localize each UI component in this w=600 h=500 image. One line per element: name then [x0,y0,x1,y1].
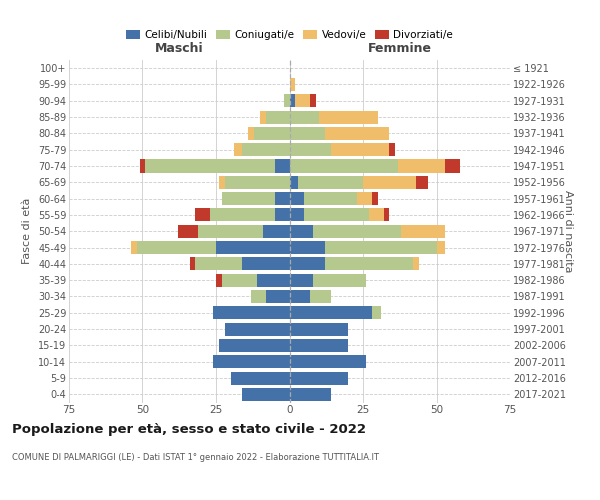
Bar [389,143,395,156]
Bar [219,339,290,352]
Bar [295,94,310,108]
Bar [304,208,369,222]
Bar [313,224,401,238]
Bar [290,143,331,156]
Text: Femmine: Femmine [368,42,432,55]
Bar [290,258,325,270]
Bar [290,274,313,286]
Bar [178,224,199,238]
Bar [290,127,325,140]
Bar [290,192,304,205]
Bar [233,143,242,156]
Bar [248,127,254,140]
Bar [325,258,413,270]
Bar [372,306,380,320]
Bar [222,192,275,205]
Bar [199,224,263,238]
Bar [196,258,242,270]
Bar [363,176,416,189]
Bar [290,110,319,124]
Bar [275,208,290,222]
Bar [310,94,316,108]
Bar [219,176,225,189]
Bar [290,339,348,352]
Bar [225,322,290,336]
Bar [298,176,363,189]
Bar [290,372,348,384]
Bar [251,290,266,303]
Bar [230,372,290,384]
Bar [313,274,366,286]
Bar [369,208,383,222]
Bar [290,208,304,222]
Bar [140,160,145,172]
Bar [213,306,290,320]
Bar [290,176,298,189]
Bar [331,143,389,156]
Bar [319,110,378,124]
Bar [257,274,290,286]
Bar [290,290,310,303]
Legend: Celibi/Nubili, Coniugati/e, Vedovi/e, Divorziati/e: Celibi/Nubili, Coniugati/e, Vedovi/e, Di… [122,26,457,44]
Bar [372,192,378,205]
Bar [137,241,216,254]
Text: Popolazione per età, sesso e stato civile - 2022: Popolazione per età, sesso e stato civil… [12,422,366,436]
Bar [290,160,398,172]
Bar [260,110,266,124]
Bar [290,224,313,238]
Bar [401,224,445,238]
Bar [131,241,137,254]
Bar [290,322,348,336]
Bar [445,160,460,172]
Text: Maschi: Maschi [155,42,203,55]
Bar [275,192,290,205]
Bar [398,160,445,172]
Bar [416,176,428,189]
Bar [310,290,331,303]
Y-axis label: Anni di nascita: Anni di nascita [563,190,573,272]
Bar [325,127,389,140]
Bar [275,160,290,172]
Bar [413,258,419,270]
Y-axis label: Fasce di età: Fasce di età [22,198,32,264]
Bar [437,241,445,254]
Text: COMUNE DI PALMARIGGI (LE) - Dati ISTAT 1° gennaio 2022 - Elaborazione TUTTITALIA: COMUNE DI PALMARIGGI (LE) - Dati ISTAT 1… [12,452,379,462]
Bar [290,355,366,368]
Bar [383,208,389,222]
Bar [210,208,275,222]
Bar [145,160,275,172]
Bar [290,241,325,254]
Bar [225,176,290,189]
Bar [266,290,290,303]
Bar [254,127,290,140]
Bar [304,192,357,205]
Bar [290,388,331,401]
Bar [242,388,290,401]
Bar [266,110,290,124]
Bar [242,143,290,156]
Bar [325,241,437,254]
Bar [222,274,257,286]
Bar [284,94,290,108]
Bar [263,224,290,238]
Bar [216,274,222,286]
Bar [216,241,290,254]
Bar [213,355,290,368]
Bar [290,78,295,91]
Bar [242,258,290,270]
Bar [190,258,196,270]
Bar [196,208,210,222]
Bar [290,94,295,108]
Bar [290,306,372,320]
Bar [357,192,372,205]
